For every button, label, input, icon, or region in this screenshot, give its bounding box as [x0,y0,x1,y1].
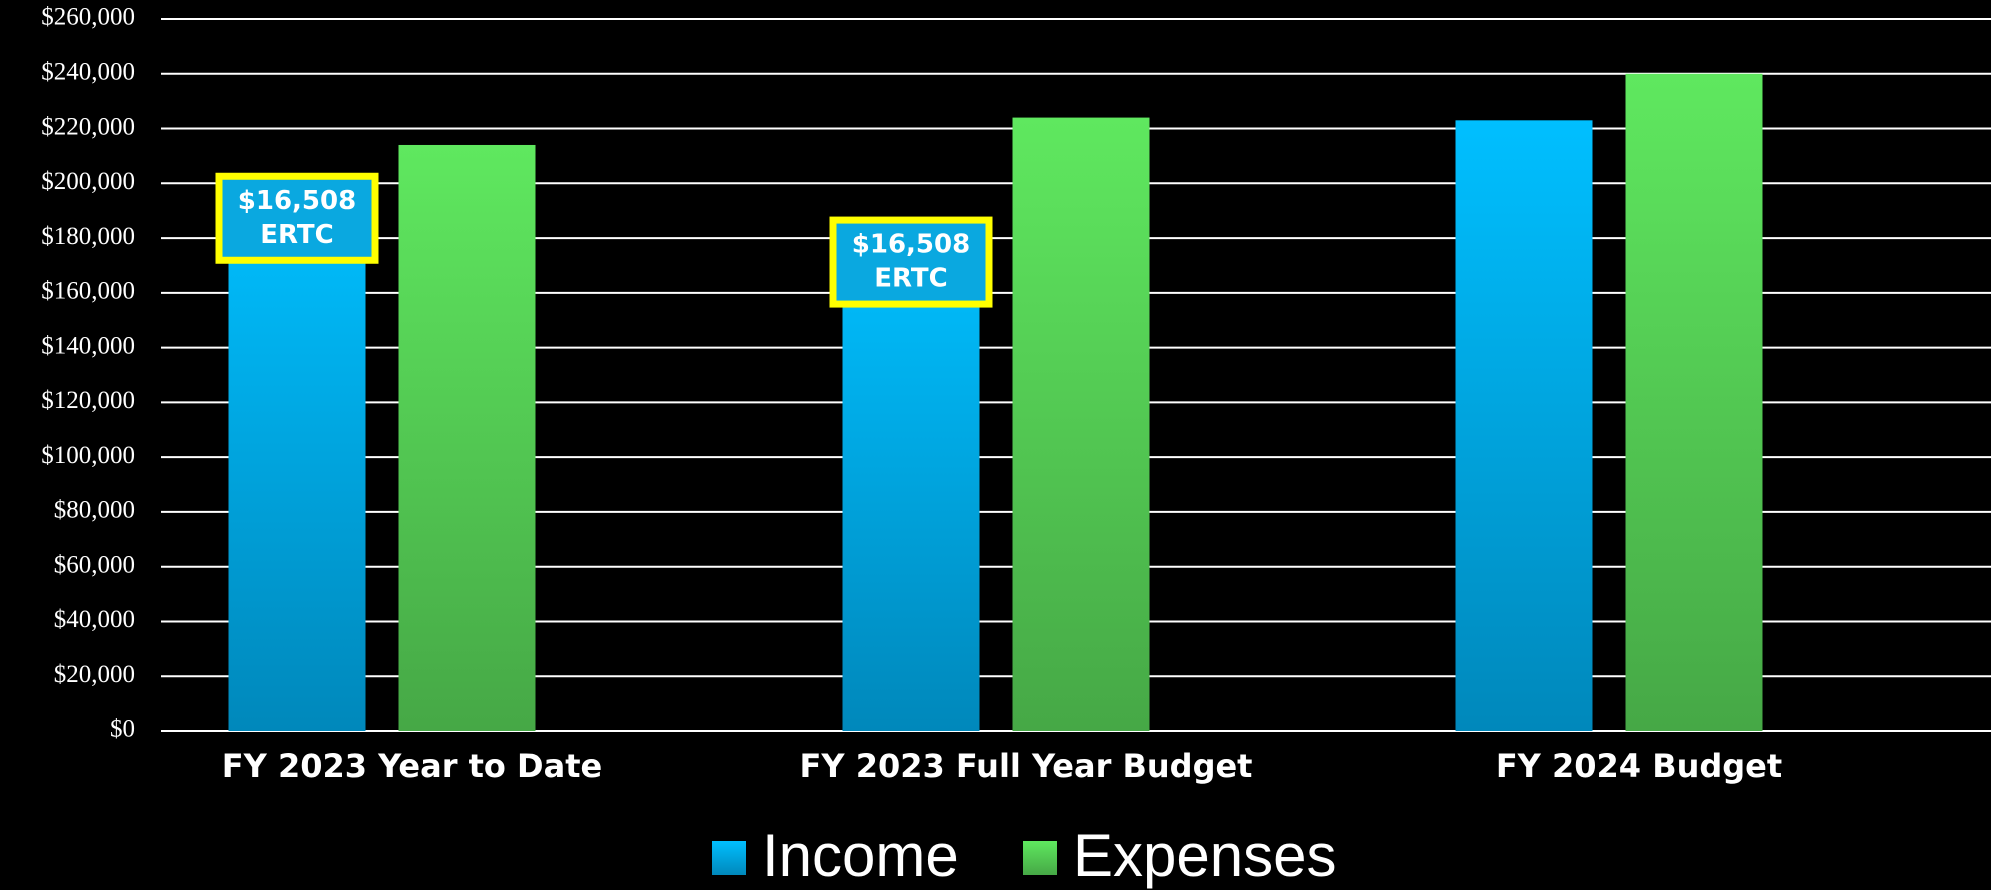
bar [1625,73,1763,732]
y-tick-label: $160,000 [41,278,135,305]
y-tick-label: $220,000 [41,113,135,140]
annotation-box [829,216,993,308]
y-tick-label: $40,000 [54,606,135,633]
y-tick-label: $0 [110,716,135,743]
x-tick-label: FY 2023 Full Year Budget [800,747,1253,785]
y-tick-label: $180,000 [41,223,135,250]
bar [1012,117,1150,732]
y-tick-label: $80,000 [54,497,135,524]
legend-swatch [1023,841,1057,875]
legend-label: Expenses [1073,822,1337,889]
annotation-text: $16,508 [852,230,970,260]
x-tick-label: FY 2024 Budget [1496,747,1782,785]
y-tick-label: $240,000 [41,59,135,86]
bar [842,238,980,732]
bar [398,144,536,731]
y-tick-label: $200,000 [41,168,135,195]
x-tick-label: FY 2023 Year to Date [222,747,602,785]
y-tick-label: $260,000 [41,4,135,31]
y-tick-label: $20,000 [54,661,135,688]
annotation-text: $16,508 [238,186,356,216]
legend-swatch [712,841,746,875]
bar [1455,120,1593,732]
legend-label: Income [762,822,959,889]
y-tick-label: $120,000 [41,387,135,414]
bar [228,194,366,731]
y-tick-label: $60,000 [54,551,135,578]
annotation-text: ERTC [874,264,947,294]
annotation-box [215,172,379,264]
y-tick-label: $140,000 [41,332,135,359]
y-tick-label: $100,000 [41,442,135,469]
annotation-text: ERTC [260,220,333,250]
